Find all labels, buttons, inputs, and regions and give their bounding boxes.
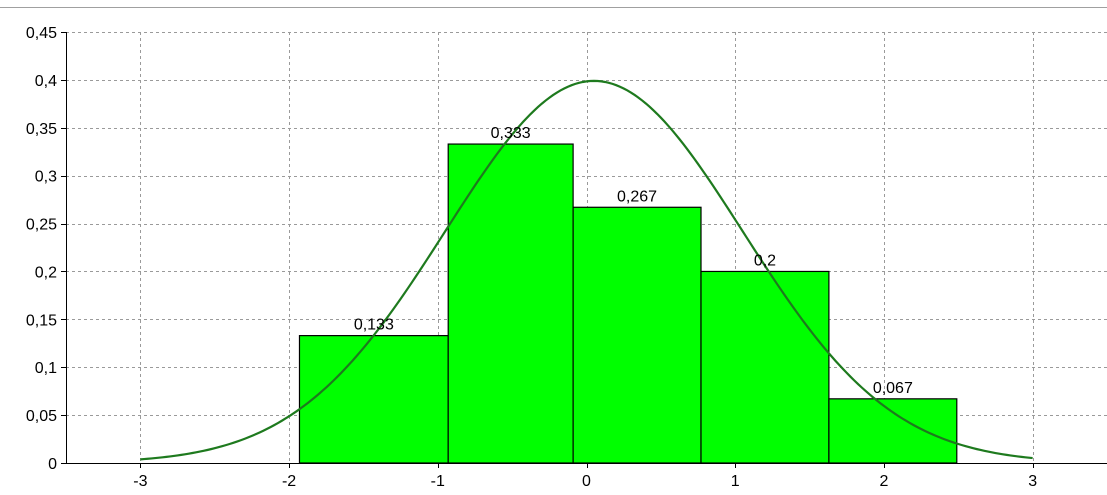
y-tick-label: 0,45 [26, 25, 57, 42]
y-tick-label: 0,1 [35, 360, 57, 377]
y-tick-label: 0,4 [35, 73, 57, 90]
bars [298, 143, 958, 464]
y-tick-label: 0,15 [26, 312, 57, 329]
bar-value-label: 0,267 [617, 188, 657, 205]
histogram-bar [828, 398, 958, 464]
y-tick-label: 0,25 [26, 217, 57, 234]
bar-value-label: 0,067 [873, 380, 913, 397]
x-tick-label: -2 [282, 473, 296, 490]
histogram-bar [298, 335, 449, 464]
histogram-bar [700, 270, 830, 464]
x-tick-label: 3 [1028, 473, 1037, 490]
y-axis: 0 0,05 0,1 0,15 0,2 0,25 0,3 0,35 0,4 0,45 [26, 25, 66, 473]
y-tick-label: 0,05 [26, 408, 57, 425]
bar-value-label: 0,333 [491, 125, 531, 142]
x-tick-label: 0 [582, 473, 591, 490]
bar-value-label: 0,2 [754, 252, 776, 269]
y-tick-label: 0 [48, 456, 57, 473]
axes [66, 32, 1107, 464]
y-tick-label: 0,2 [35, 264, 57, 281]
x-axis: -3 -2 -1 0 1 2 3 [133, 463, 1037, 490]
x-tick-label: -3 [133, 473, 147, 490]
density-curve [140, 79, 1033, 461]
x-tick-label: 2 [879, 473, 888, 490]
x-tick-label: 1 [731, 473, 740, 490]
histogram-bar [572, 206, 702, 464]
y-tick-label: 0,3 [35, 169, 57, 186]
x-tick-label: -1 [431, 473, 445, 490]
y-tick-label: 0,35 [26, 121, 57, 138]
top-rule [0, 0, 1107, 8]
normal-curve [140, 79, 1033, 461]
data-labels: 0,133 0,333 0,267 0,2 0,067 [354, 125, 913, 397]
histogram-bar [447, 143, 574, 464]
bar-value-label: 0,133 [354, 317, 394, 334]
